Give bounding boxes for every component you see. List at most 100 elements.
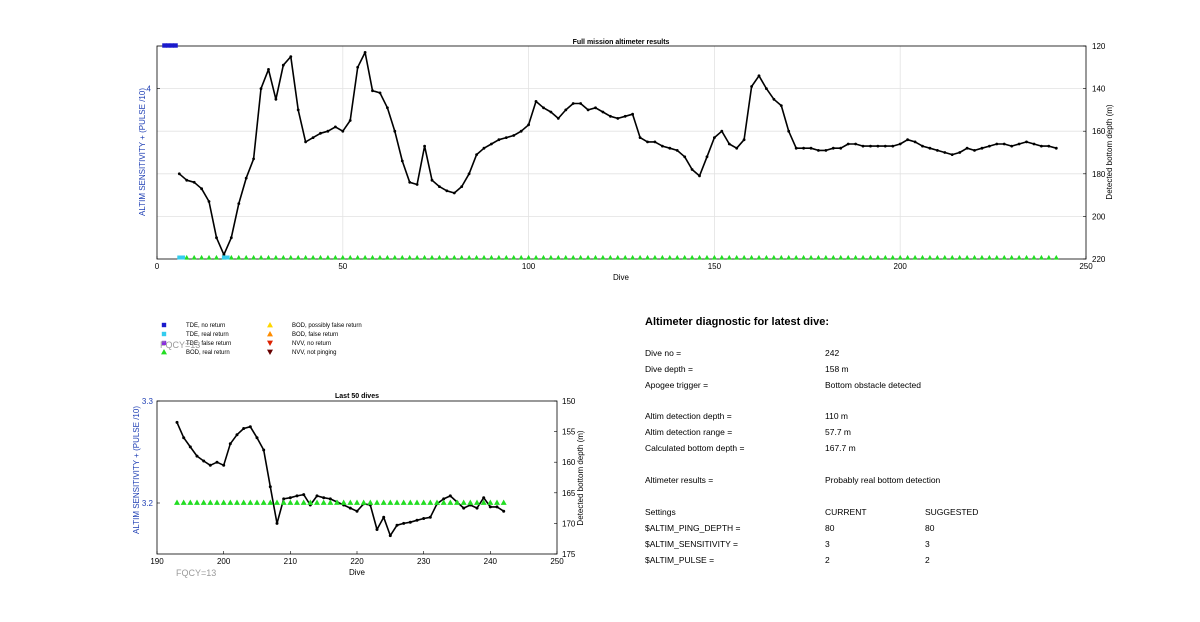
legend-label: BOD, possibly false return [292,323,362,329]
top-bod-marker [303,254,309,260]
top-bod-marker [882,254,888,260]
top-depth-point [950,153,954,157]
diagnostic-panel: Altimeter diagnostic for latest dive: Di… [645,316,978,565]
top-depth-point [646,140,649,144]
bottom-depth-point [282,497,286,501]
top-bod-marker [853,254,859,260]
bottom-bod-marker [194,499,200,505]
bottom-bod-marker [267,499,274,505]
bottom-x-label: Dive [349,568,366,577]
top-depth-point [549,110,553,114]
bottom-right-tick-label: 175 [562,550,576,559]
bottom-x-tick-label: 200 [217,557,231,566]
top-bod-marker [964,254,970,260]
top-bod-marker [592,254,599,260]
diag-label-calc-depth: Calculated bottom depth = [645,443,745,453]
top-bod-marker [808,254,814,260]
top-depth-point [534,100,538,103]
top-bod-marker [392,254,398,260]
bottom-depth-point [448,494,452,498]
bottom-depth-point [262,448,266,452]
top-depth-point [467,172,471,176]
top-bod-marker [399,254,405,260]
top-depth-point [400,159,404,163]
top-x-label: Dive [613,273,630,282]
top-bod-marker [1016,254,1022,260]
bottom-bod-marker [214,499,220,505]
bottom-depth-point [302,493,306,497]
bottom-x-ticks: 190 200 210 220 230 240 250 [150,551,564,566]
top-bod-marker [734,254,740,260]
top-right-tick-label: 120 [1092,42,1106,51]
settings-header-label: Settings [645,507,676,517]
bottom-x-tick-label: 230 [417,557,431,566]
top-depth-point [720,129,724,133]
bottom-depth-point [188,445,192,449]
bottom-bod-marker [180,499,187,505]
setting-current-ping-depth: 80 [825,523,835,533]
top-bod-marker [555,254,561,260]
top-depth-point [787,129,791,133]
bottom-depth-point [475,506,479,510]
top-bod-marker [845,254,851,260]
top-tde-noreturn-marker [169,43,175,48]
bottom-depth-point [215,460,219,464]
setting-suggested-pulse: 2 [925,555,930,565]
top-bod-marker [563,254,569,260]
top-bod-marker [213,254,220,260]
legend-label: TDE, real return [186,332,229,338]
top-bod-marker [288,254,294,260]
bottom-bod-marker [400,499,407,505]
top-bod-marker [607,254,613,260]
bottom-bod-marker [500,499,507,505]
legend-label: BOD, real return [186,350,230,356]
bottom-bod-marker [394,499,400,505]
top-depth-point [482,146,486,150]
top-bod-marker [421,254,428,260]
top-bod-marker [674,254,680,260]
top-depth-point [727,142,731,146]
bottom-depth-point [488,505,492,509]
bottom-x-tick-label: 190 [150,557,164,566]
bottom-depth-point [222,463,226,467]
setting-suggested-sensitivity: 3 [925,539,930,549]
top-right-ticks: 120 140 160 180 200 220 [1083,42,1106,264]
top-depth-point [883,144,887,148]
diag-label-results: Altimeter results = [645,475,713,485]
top-bod-marker [659,254,665,260]
top-bod-marker [644,254,651,260]
top-bod-marker [496,254,502,260]
diagnostic-title: Altimeter diagnostic for latest dive: [645,316,829,328]
top-bod-marker [407,254,413,260]
top-depth-point [192,180,196,184]
setting-current-sensitivity: 3 [825,539,830,549]
top-plot-frame [156,45,1087,260]
top-depth-point [921,144,924,148]
bottom-depth-point [388,534,392,538]
top-bod-marker [979,254,985,260]
top-bod-marker [317,254,324,260]
top-depth-point [898,142,902,146]
bottom-bod-marker [294,499,300,505]
top-bod-marker [1009,254,1015,260]
bottom-bod-marker [247,499,254,505]
top-depth-point [200,187,204,191]
top-depth-point [943,151,947,154]
top-depth-point [802,146,805,150]
bottom-bod-marker [480,499,487,505]
legend-marker-square [161,322,167,328]
top-depth-point [430,178,434,182]
legend-label: TDE, no return [186,323,225,329]
bottom-x-tick-label: 220 [350,557,364,566]
top-depth-point [579,102,582,105]
bottom-depth-point [328,497,332,501]
bottom-depth-point [482,496,486,500]
top-bod-marker [971,254,978,260]
top-depth-point [936,149,939,152]
setting-label-sensitivity: $ALTIM_SENSITIVITY = [645,539,738,549]
top-bod-marker [265,254,272,260]
bottom-right-axis-label: Detected bottom depth (m) [576,430,585,525]
bottom-bod-marker [327,499,334,505]
bottom-bod-marker [200,499,207,505]
diag-label-dive-depth: Dive depth = [645,364,693,374]
